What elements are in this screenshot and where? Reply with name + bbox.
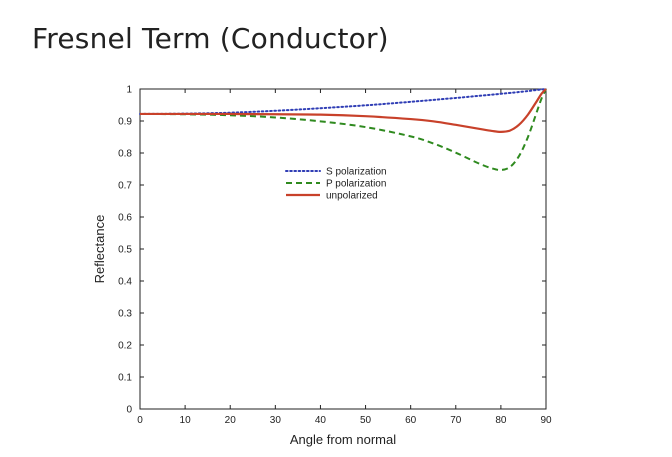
y-axis-title: Reflectance bbox=[92, 215, 107, 284]
y-tick-label: 0.1 bbox=[118, 373, 132, 384]
x-tick-label: 20 bbox=[225, 415, 237, 426]
series-line-p-polarization bbox=[139, 88, 547, 171]
series-line-unpolarized bbox=[140, 88, 547, 133]
plot-frame bbox=[139, 88, 547, 410]
legend-label: unpolarized bbox=[326, 191, 378, 202]
x-axis-ticks: 0 10 20 30 40 50 60 70 80 90 bbox=[137, 89, 552, 426]
x-tick-label: 30 bbox=[270, 415, 282, 426]
x-tick-label: 50 bbox=[360, 415, 372, 426]
y-tick-label: 0.9 bbox=[118, 117, 132, 128]
legend-label: S polarization bbox=[326, 167, 387, 178]
x-tick-label: 0 bbox=[137, 415, 143, 426]
y-tick-label: 1 bbox=[126, 85, 132, 96]
y-tick-label: 0.6 bbox=[118, 213, 132, 224]
y-tick-label: 0.8 bbox=[118, 149, 132, 160]
y-axis-ticks: 0 0.1 0.2 0.3 0.4 0.5 0.6 0.7 0.8 0.9 1 bbox=[118, 85, 546, 416]
y-tick-label: 0.7 bbox=[118, 181, 132, 192]
series-line-s-polarization bbox=[139, 88, 547, 115]
x-axis-title: Angle from normal bbox=[290, 432, 396, 447]
y-tick-label: 0 bbox=[126, 405, 132, 416]
x-tick-label: 10 bbox=[180, 415, 192, 426]
y-tick-label: 0.5 bbox=[118, 245, 132, 256]
x-tick-label: 90 bbox=[540, 415, 552, 426]
y-tick-label: 0.2 bbox=[118, 341, 132, 352]
slide-title: Fresnel Term (Conductor) bbox=[32, 22, 389, 55]
x-tick-label: 60 bbox=[405, 415, 417, 426]
x-tick-label: 40 bbox=[315, 415, 327, 426]
y-tick-label: 0.4 bbox=[118, 277, 132, 288]
x-tick-label: 80 bbox=[495, 415, 507, 426]
plot-border bbox=[139, 88, 547, 410]
x-tick-label: 70 bbox=[450, 415, 462, 426]
legend-label: P polarization bbox=[326, 179, 386, 190]
series-layer bbox=[139, 88, 547, 171]
y-tick-label: 0.3 bbox=[118, 309, 132, 320]
